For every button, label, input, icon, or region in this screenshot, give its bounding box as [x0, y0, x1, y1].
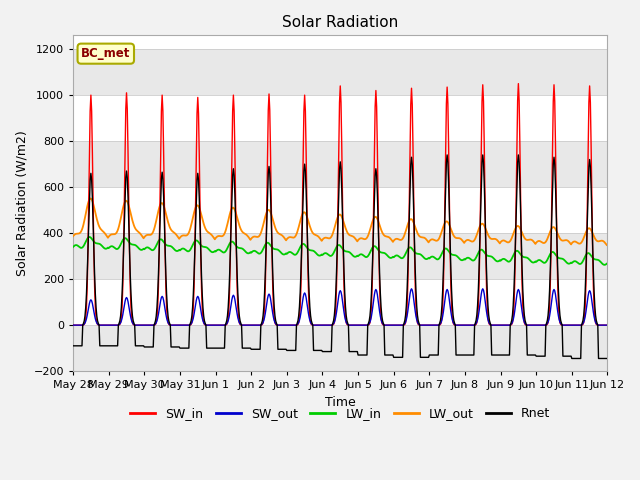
Bar — [73, 325, 607, 371]
Title: Solar Radiation: Solar Radiation — [282, 15, 398, 30]
Bar — [73, 49, 607, 95]
X-axis label: Time: Time — [325, 396, 356, 408]
Legend: SW_in, SW_out, LW_in, LW_out, Rnet: SW_in, SW_out, LW_in, LW_out, Rnet — [125, 402, 556, 425]
Bar — [73, 233, 607, 279]
Bar — [73, 141, 607, 187]
Text: BC_met: BC_met — [81, 47, 131, 60]
Y-axis label: Solar Radiation (W/m2): Solar Radiation (W/m2) — [15, 131, 28, 276]
